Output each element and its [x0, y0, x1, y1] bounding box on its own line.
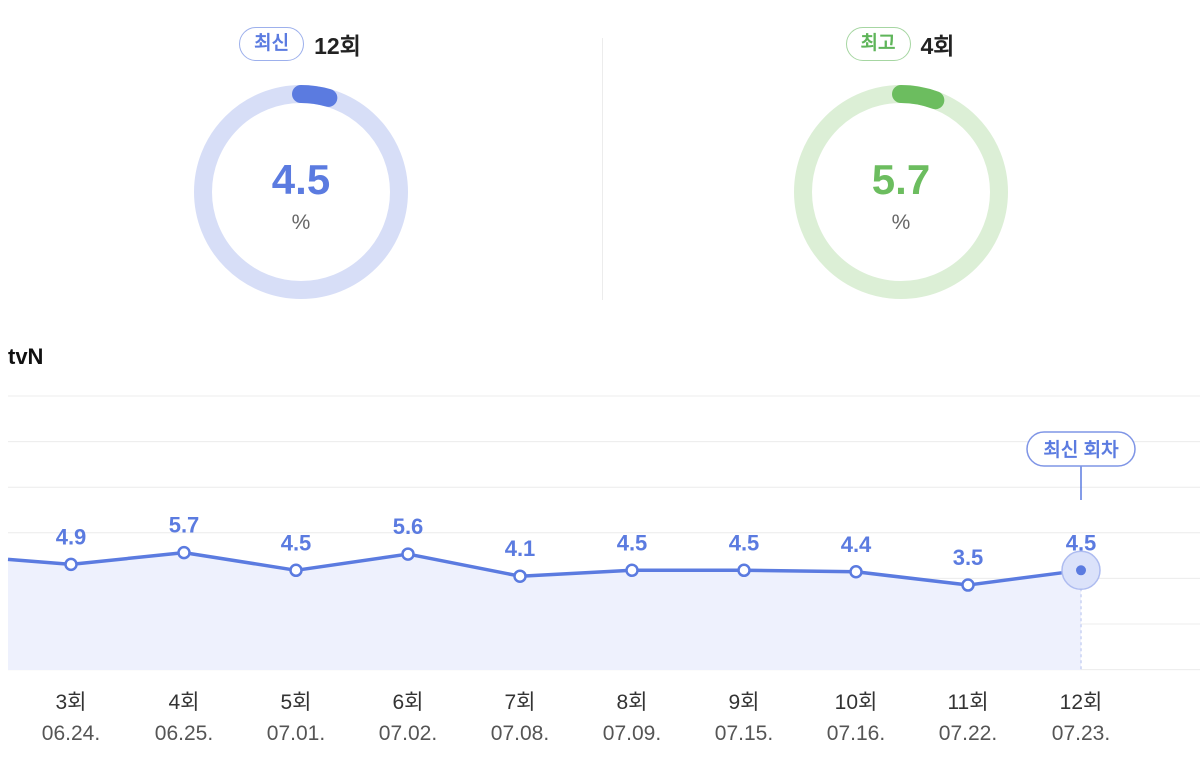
latest-ring	[194, 85, 408, 299]
latest-badge: 최신	[239, 27, 305, 61]
data-label: 4.4	[841, 532, 872, 557]
best-unit: %	[891, 211, 911, 234]
data-point	[849, 565, 863, 579]
latest-panel: 최신 12회 4.5 %	[0, 0, 600, 310]
best-episode: 4회	[920, 33, 955, 59]
channel-title: tvN	[8, 344, 44, 369]
best-header: 최고 4회	[600, 24, 1200, 64]
data-label: 4.5	[281, 530, 312, 555]
x-tick-date: 07.23.	[1052, 722, 1110, 745]
best-ring-arc	[794, 85, 1008, 299]
callout-badge	[1026, 431, 1136, 467]
x-tick-date: 07.16.	[827, 722, 885, 745]
data-point	[177, 545, 191, 560]
best-badge: 최고	[845, 27, 911, 61]
x-tick-episode: 11회	[947, 691, 988, 714]
data-label: 4.9	[56, 524, 87, 549]
data-label: 3.5	[953, 545, 984, 570]
x-tick-episode: 10회	[835, 691, 878, 714]
x-tick-episode: 4회	[169, 691, 200, 714]
best-ring-center: 5.7 %	[793, 84, 1009, 300]
data-label: 4.1	[505, 536, 536, 561]
latest-ring-center: 4.5 %	[193, 84, 409, 300]
x-tick-episode: 6회	[393, 691, 424, 714]
data-label: 4.5	[1066, 530, 1097, 555]
data-label: 5.7	[169, 513, 200, 538]
best-value: 5.7	[871, 156, 931, 203]
data-point	[625, 563, 639, 578]
callout-label: 최신 회차	[1043, 439, 1119, 461]
data-label: 4.5	[729, 530, 760, 555]
data-point	[961, 578, 975, 592]
x-tick-date: 07.02.	[379, 722, 437, 745]
data-point	[513, 569, 527, 583]
x-tick-date: 07.15.	[715, 722, 773, 745]
latest-ring-arc	[194, 85, 408, 299]
x-tick-episode: 8회	[617, 691, 648, 714]
x-tick-date: 07.22.	[939, 722, 997, 745]
data-point	[737, 563, 751, 578]
summary-divider	[602, 38, 603, 300]
x-tick-date: 07.01.	[267, 722, 325, 745]
data-label: 5.6	[393, 514, 424, 539]
x-tick-date: 07.09.	[603, 722, 661, 745]
best-ring	[794, 85, 1008, 299]
x-tick-date: 06.24.	[42, 722, 100, 745]
x-tick-date: 06.25.	[155, 722, 213, 745]
x-tick-episode: 9회	[729, 691, 760, 714]
x-tick-episode: 12회	[1060, 691, 1103, 714]
x-tick-episode: 3회	[56, 691, 87, 714]
data-point	[64, 557, 78, 572]
data-label: 4.5	[617, 530, 648, 555]
best-panel: 최고 4회 5.7 %	[600, 0, 1200, 310]
latest-value: 4.5	[271, 156, 331, 203]
x-tick-episode: 7회	[505, 691, 536, 714]
rating-summary: 최신 12회 4.5 % 최고 4회 5.7 %	[0, 0, 1200, 310]
x-tick-episode: 5회	[281, 691, 312, 714]
data-point-latest	[1076, 565, 1086, 576]
latest-header: 최신 12회	[0, 24, 600, 64]
latest-episode: 12회	[314, 33, 361, 59]
ratings-line-chart: 4.9 3회 06.24. 5.7 4회 06.25. 4.5 5회 07.01. 5.6 6회 07…	[7, 395, 1200, 745]
x-tick-date: 07.08.	[491, 722, 549, 745]
latest-unit: %	[291, 211, 311, 234]
series-area	[8, 552, 1081, 670]
data-point	[289, 563, 303, 578]
data-point	[401, 547, 415, 561]
